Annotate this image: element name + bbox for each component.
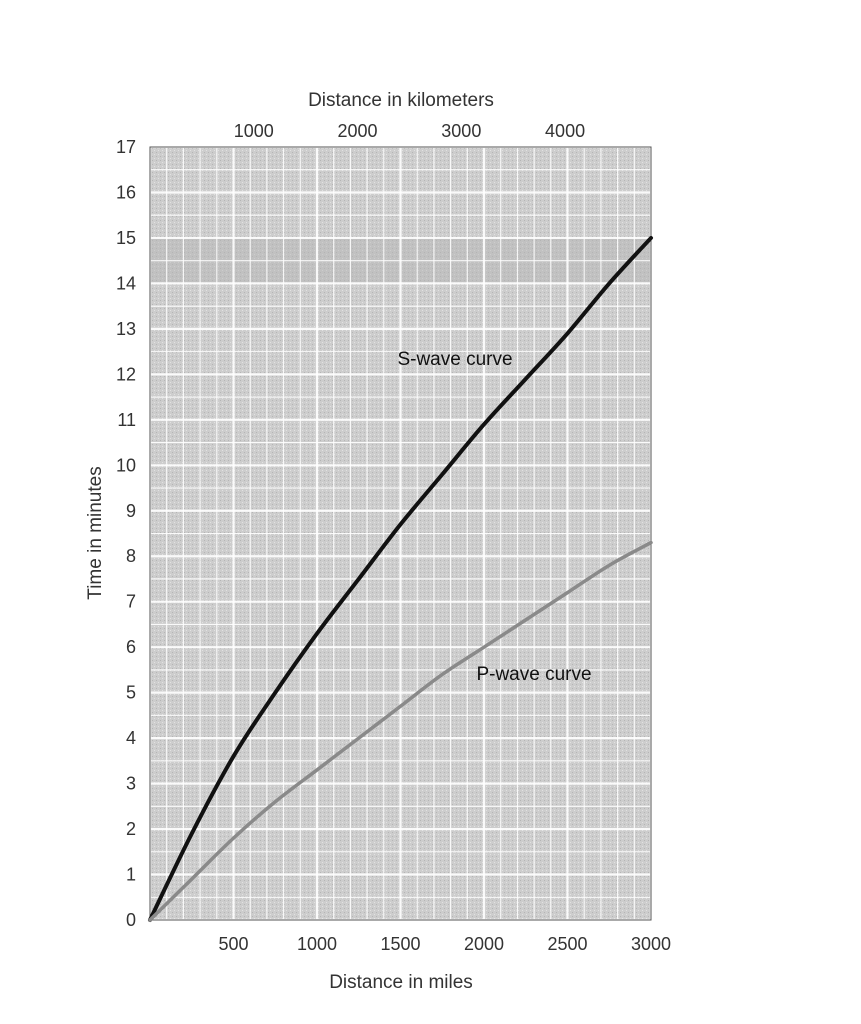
y-tick-label: 15 (116, 228, 136, 248)
y-tick-label: 14 (116, 273, 136, 293)
y-tick-label: 3 (126, 774, 136, 794)
plot-frame (149, 146, 652, 921)
y-tick-label: 0 (126, 910, 136, 930)
x-axis-title: Distance in miles (329, 972, 473, 993)
y-axis-title: Time in minutes (85, 466, 106, 599)
y-tick-label: 6 (126, 637, 136, 657)
x-tick-label: 2500 (547, 934, 587, 954)
x2-tick-label: 4000 (545, 121, 585, 141)
x2-axis-title: Distance in kilometers (308, 90, 494, 111)
x2-axis-ticks: 1000 2000 3000 4000 (234, 121, 585, 141)
grid-lines (148, 145, 653, 922)
s-wave-curve (148, 235, 653, 922)
x-tick-label: 1000 (297, 934, 337, 954)
x2-tick-label: 1000 (234, 121, 274, 141)
y-tick-label: 2 (126, 819, 136, 839)
x2-tick-label: 3000 (441, 121, 481, 141)
y-tick-label: 16 (116, 182, 136, 202)
y-tick-label: 12 (116, 364, 136, 384)
y-tick-label: 9 (126, 501, 136, 521)
x-axis-ticks: 500 1000 1500 2000 2500 3000 (218, 934, 671, 954)
p-wave-curve (148, 540, 653, 922)
x-tick-label: 3000 (631, 934, 671, 954)
y-tick-label: 4 (126, 728, 136, 748)
y-tick-label: 8 (126, 546, 136, 566)
y-tick-label: 7 (126, 592, 136, 612)
x-tick-label: 1500 (380, 934, 420, 954)
y-tick-label: 11 (117, 410, 136, 430)
y-tick-label: 10 (116, 455, 136, 475)
x-tick-label: 2000 (464, 934, 504, 954)
x2-tick-label: 2000 (338, 121, 378, 141)
y-tick-label: 1 (126, 865, 136, 885)
x-tick-label: 500 (218, 934, 248, 954)
y-tick-label: 5 (126, 683, 136, 703)
data-series (148, 235, 653, 922)
y-tick-label: 13 (116, 319, 136, 339)
s-wave-curve-label: S-wave curve (397, 349, 512, 370)
y-tick-label: 17 (116, 137, 136, 157)
p-wave-curve-label: P-wave curve (476, 664, 591, 685)
